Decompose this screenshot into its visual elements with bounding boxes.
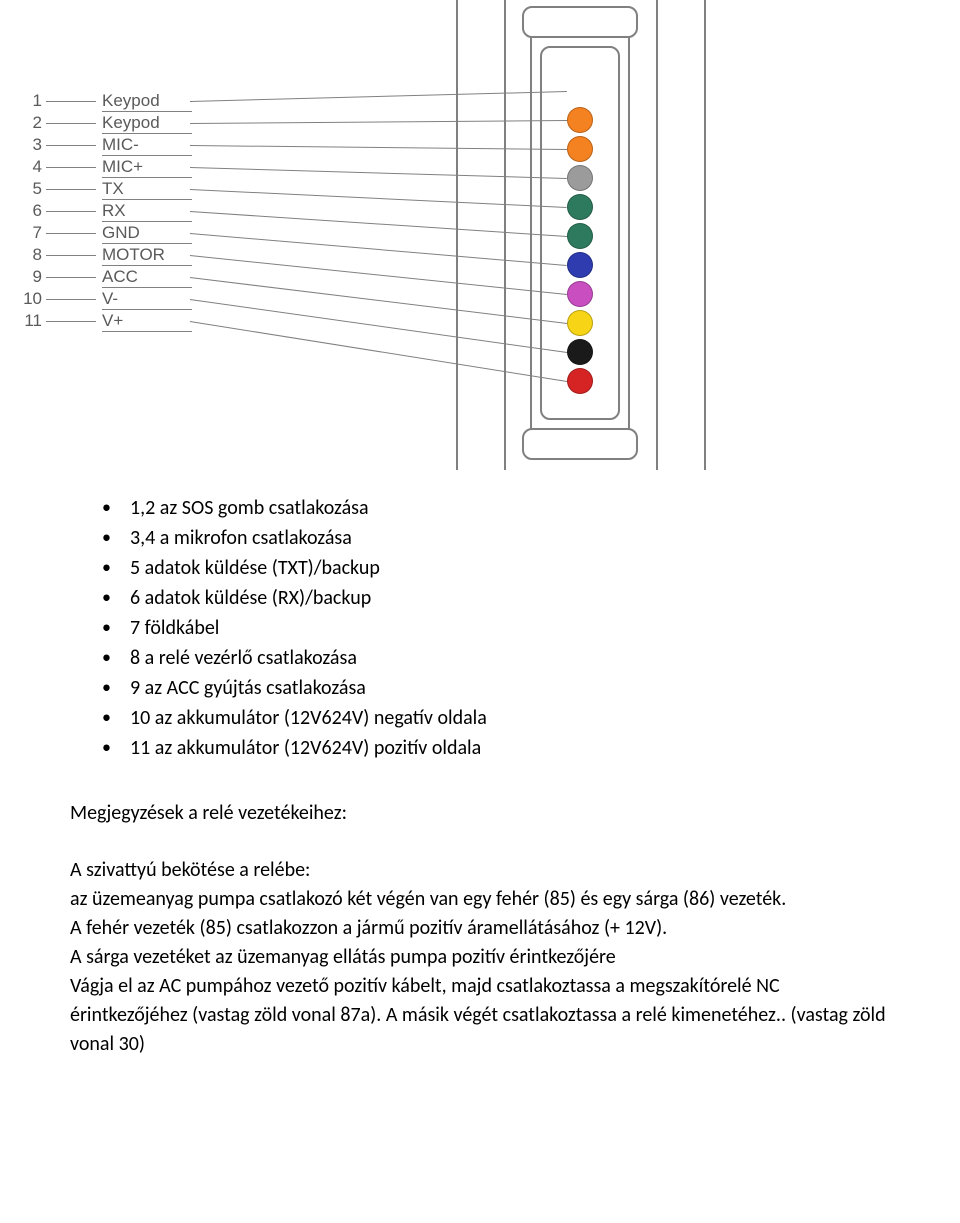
bullet-item: 1,2 az SOS gomb csatlakozása	[102, 494, 890, 523]
notes-line: az üzemeanyag pumpa csatlakozó két végén…	[70, 885, 890, 914]
pin-number: 7	[20, 223, 46, 243]
wire-line	[190, 321, 567, 382]
wire-line	[190, 189, 567, 208]
connector-pin-dot	[567, 136, 593, 162]
pin-dash	[46, 123, 96, 124]
pin-row: 4 MIC+	[20, 156, 192, 178]
bullet-item: 9 az ACC gyújtás csatlakozása	[102, 674, 890, 703]
pin-number: 8	[20, 245, 46, 265]
pin-row: 11 V+	[20, 310, 192, 332]
notes-line: A szivattyú bekötése a relébe:	[70, 856, 890, 885]
bullet-item: 7 földkábel	[102, 614, 890, 643]
pin-row: 1 Keypod	[20, 90, 192, 112]
pin-label: MIC+	[100, 157, 192, 178]
connector-cap-top	[522, 6, 638, 38]
pin-label: V-	[100, 289, 192, 310]
pin-label: TX	[100, 179, 192, 200]
housing-right	[656, 0, 706, 470]
bullet-item: 10 az akkumulátor (12V624V) negatív olda…	[102, 704, 890, 733]
document-text: 1,2 az SOS gomb csatlakozása3,4 a mikrof…	[0, 470, 960, 1079]
pin-label: V+	[100, 311, 192, 332]
connector-cap-bottom	[522, 428, 638, 460]
wiring-diagram: 1 Keypod 2 Keypod 3 MIC- 4 MIC+ 5 TX 6 RX 7 GND 8 MOTOR…	[0, 0, 960, 470]
pin-list: 1 Keypod 2 Keypod 3 MIC- 4 MIC+ 5 TX 6 RX 7 GND 8 MOTOR…	[20, 90, 192, 332]
pin-row: 7 GND	[20, 222, 192, 244]
pin-dash	[46, 255, 96, 256]
pin-row: 8 MOTOR	[20, 244, 192, 266]
bullet-item: 11 az akkumulátor (12V624V) pozitív olda…	[102, 734, 890, 763]
pin-row: 9 ACC	[20, 266, 192, 288]
wire-line	[190, 167, 567, 179]
wire-line	[190, 211, 567, 237]
pin-number: 1	[20, 91, 46, 111]
pin-label: Keypod	[100, 113, 192, 134]
pin-dash	[46, 189, 96, 190]
connector-pin-dot	[567, 368, 593, 394]
pin-row: 2 Keypod	[20, 112, 192, 134]
pin-dash	[46, 145, 96, 146]
connector-pin-dot	[567, 252, 593, 278]
bullet-item: 5 adatok küldése (TXT)/backup	[102, 554, 890, 583]
bullet-item: 3,4 a mikrofon csatlakozása	[102, 524, 890, 553]
wire-line	[190, 277, 567, 324]
pin-row: 10 V-	[20, 288, 192, 310]
pin-dash	[46, 101, 96, 102]
pin-label: RX	[100, 201, 192, 222]
pin-number: 11	[20, 311, 46, 331]
notes-line: Vágja el az AC pumpához vezető pozitív k…	[70, 972, 890, 1059]
wire-line	[190, 91, 567, 102]
pin-descriptions: 1,2 az SOS gomb csatlakozása3,4 a mikrof…	[70, 494, 890, 763]
connector-pin-dot	[567, 310, 593, 336]
pin-label: Keypod	[100, 91, 192, 112]
pin-row: 6 RX	[20, 200, 192, 222]
pin-number: 6	[20, 201, 46, 221]
pin-number: 5	[20, 179, 46, 199]
housing-left	[456, 0, 506, 470]
connector-pin-dot	[567, 339, 593, 365]
wire-line	[190, 299, 567, 353]
connector-pin-dot	[567, 107, 593, 133]
connector-pin-dot	[567, 281, 593, 307]
pin-label: MOTOR	[100, 245, 192, 266]
pin-dash	[46, 299, 96, 300]
pin-number: 3	[20, 135, 46, 155]
pin-dash	[46, 233, 96, 234]
pin-dash	[46, 321, 96, 322]
pin-number: 10	[20, 289, 46, 309]
pin-dash	[46, 167, 96, 168]
pin-number: 9	[20, 267, 46, 287]
pin-dash	[46, 277, 96, 278]
notes-heading: Megjegyzések a relé vezetékeihez:	[70, 799, 890, 828]
connector-pin-dot	[567, 165, 593, 191]
pin-row: 5 TX	[20, 178, 192, 200]
pin-dash	[46, 211, 96, 212]
pin-label: ACC	[100, 267, 192, 288]
pin-row: 3 MIC-	[20, 134, 192, 156]
bullet-item: 6 adatok küldése (RX)/backup	[102, 584, 890, 613]
wire-line	[190, 145, 567, 150]
wire-line	[190, 120, 567, 124]
connector-pin-dot	[567, 223, 593, 249]
notes-line: A sárga vezetéket az üzemanyag ellátás p…	[70, 943, 890, 972]
connector-pin-dot	[567, 194, 593, 220]
pin-number: 2	[20, 113, 46, 133]
notes-line: A fehér vezeték (85) csatlakozzon a járm…	[70, 914, 890, 943]
bullet-item: 8 a relé vezérlő csatlakozása	[102, 644, 890, 673]
pin-label: MIC-	[100, 135, 192, 156]
pin-label: GND	[100, 223, 192, 244]
pin-number: 4	[20, 157, 46, 177]
